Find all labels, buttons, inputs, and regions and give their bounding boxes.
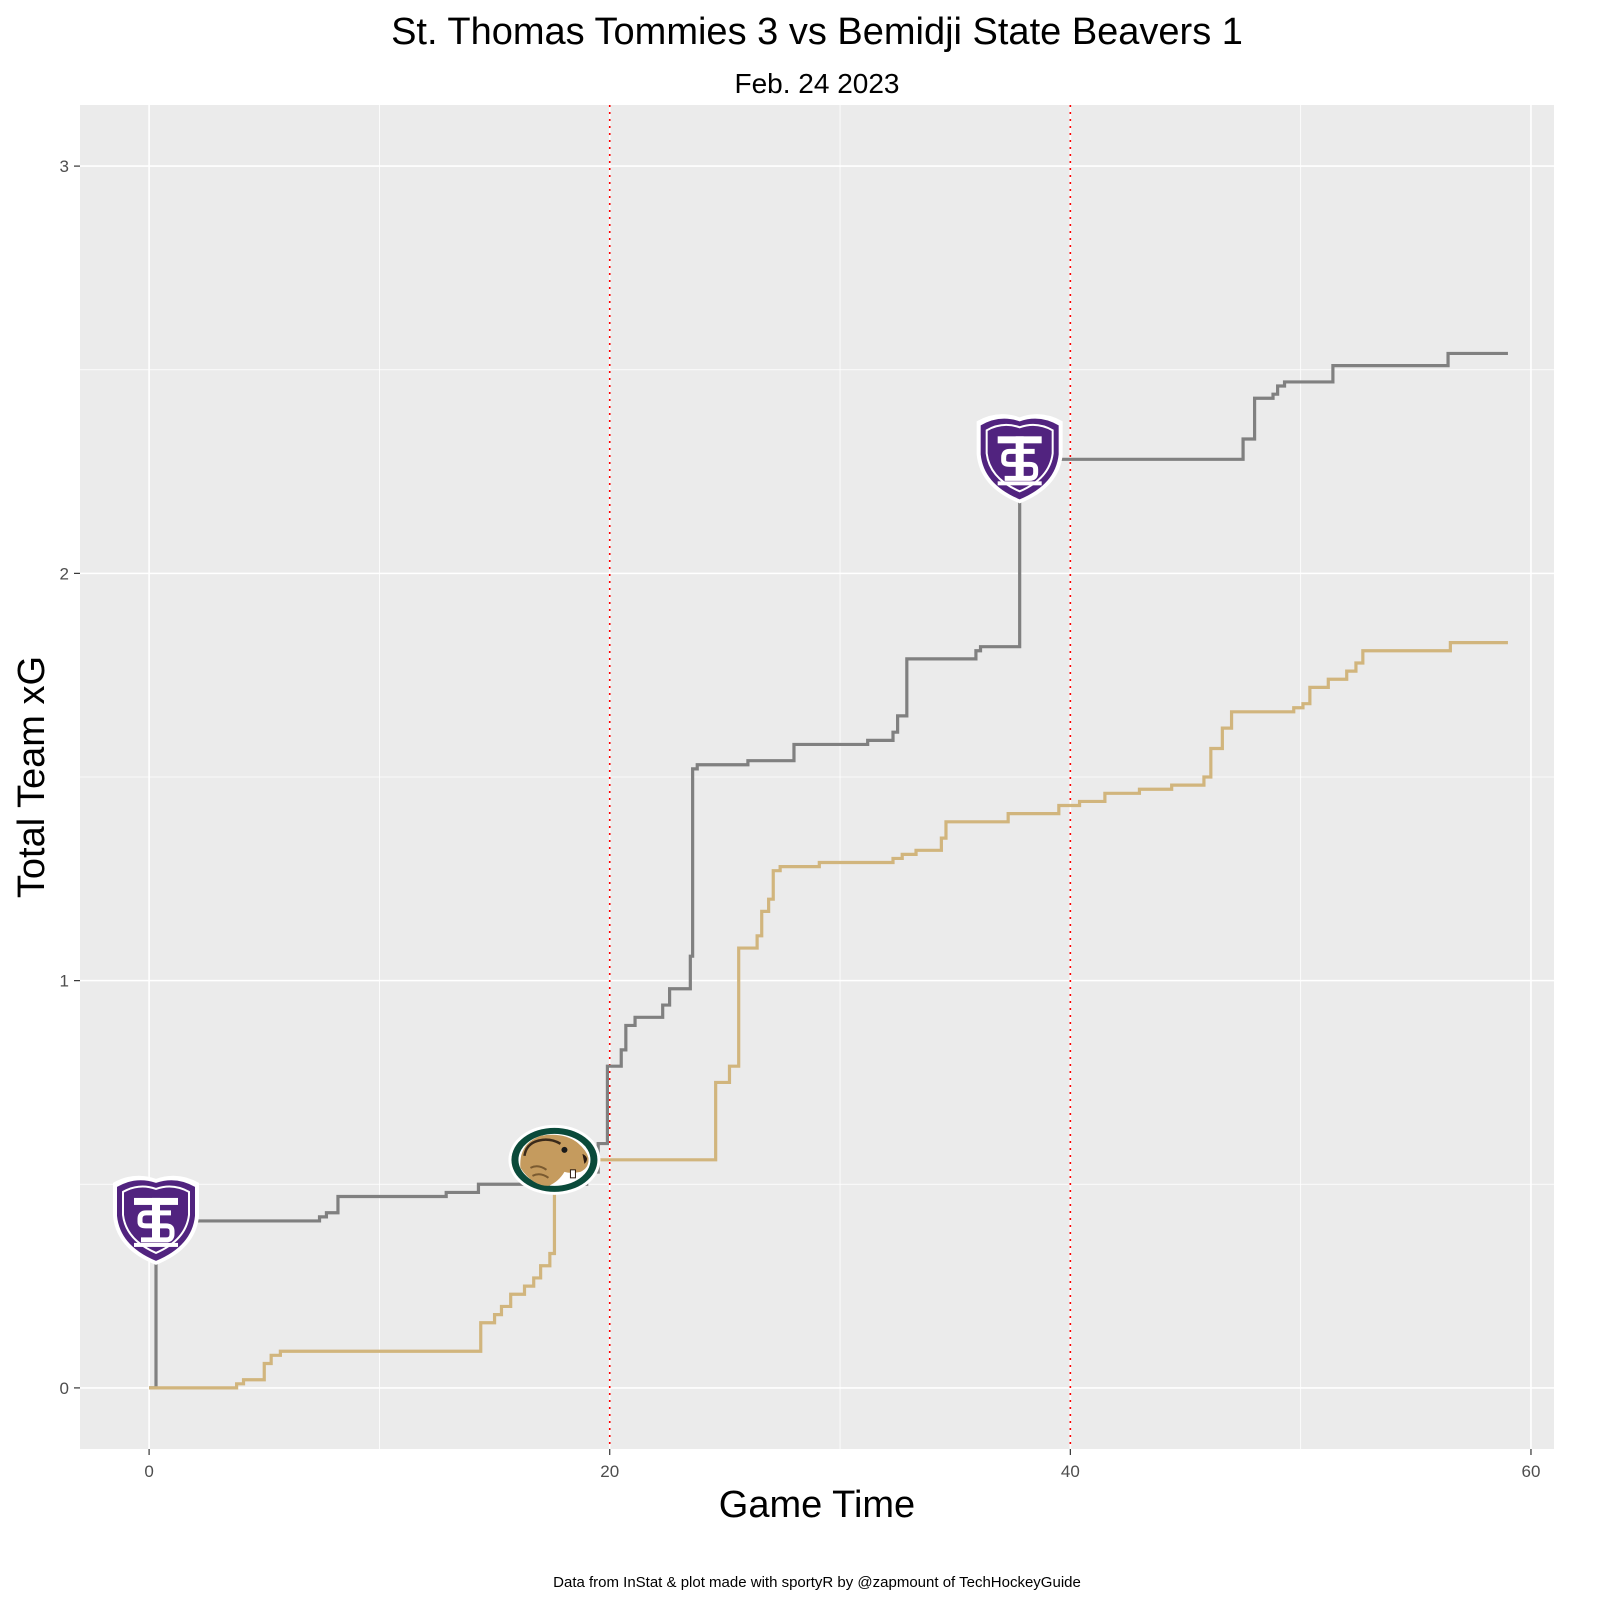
chart-title: St. Thomas Tommies 3 vs Bemidji State Be… [391, 11, 1243, 53]
series-line-st-thomas [149, 351, 1508, 1390]
series-layer [149, 351, 1508, 1390]
x-tick-label: 0 [144, 1462, 153, 1481]
y-tick-label: 1 [60, 972, 69, 991]
chart-caption: Data from InStat & plot made with sporty… [553, 1574, 1081, 1591]
x-tick-label: 60 [1522, 1462, 1541, 1481]
x-tick-label: 20 [600, 1462, 619, 1481]
series-line-bemidji-state [149, 641, 1508, 1390]
period-divider-lines [608, 105, 1072, 1449]
x-axis-ticks: 0 20 40 60 [144, 1449, 1540, 1481]
x-tick-label: 40 [1061, 1462, 1080, 1481]
y-tick-label: 3 [60, 157, 69, 176]
minor-gridlines [80, 105, 1554, 1449]
x-axis-title: Game Time [719, 1484, 915, 1526]
y-tick-label: 2 [60, 564, 69, 583]
y-tick-label: 0 [60, 1379, 69, 1398]
bemidji-beaver-logo [507, 1123, 602, 1197]
y-axis-ticks: 0 1 2 3 [60, 157, 80, 1398]
y-axis-title: Total Team xG [11, 656, 53, 898]
chart-subtitle: Feb. 24 2023 [734, 68, 899, 99]
